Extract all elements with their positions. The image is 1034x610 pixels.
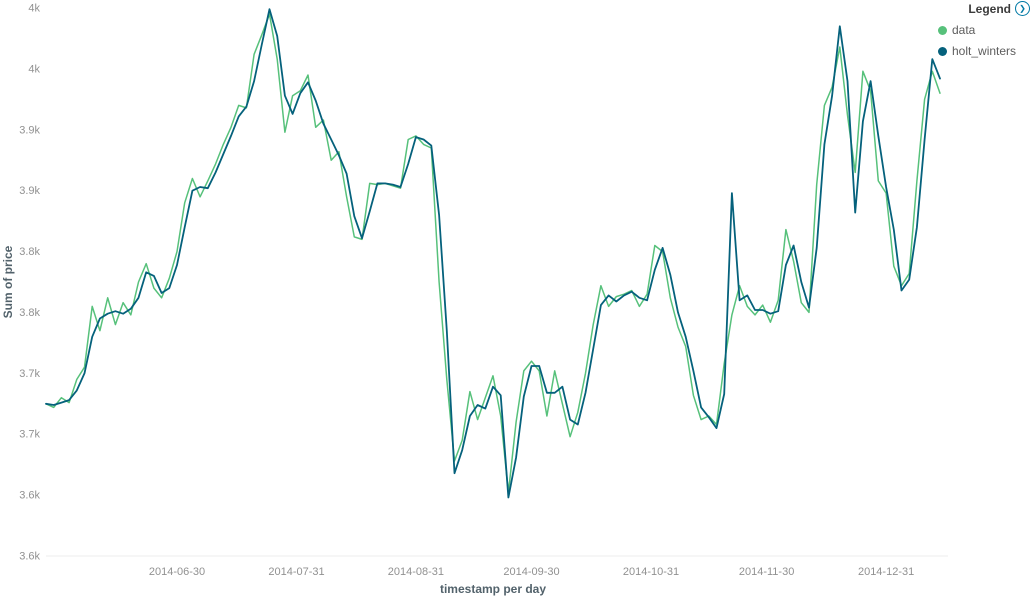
- y-axis-tick-label: 3.6k: [19, 551, 40, 563]
- legend-collapse-icon[interactable]: ❯: [1015, 1, 1030, 16]
- y-axis-tick-label: 3.7k: [19, 429, 40, 441]
- legend-item-data[interactable]: data: [938, 23, 1030, 37]
- y-axis-tick-label: 4k: [28, 63, 40, 75]
- x-axis-tick-label: 2014-10-31: [623, 566, 679, 578]
- legend-item-holt_winters[interactable]: holt_winters: [938, 44, 1030, 58]
- y-axis-tick-label: 3.9k: [19, 124, 40, 136]
- y-axis-tick-label: 3.8k: [19, 246, 40, 258]
- legend: Legend ❯ data holt_winters: [938, 1, 1030, 58]
- legend-item-label: data: [952, 23, 976, 37]
- x-axis-tick-label: 2014-11-30: [739, 566, 794, 578]
- legend-items: data holt_winters: [938, 23, 1030, 58]
- legend-item-label: holt_winters: [952, 44, 1017, 58]
- legend-header[interactable]: Legend ❯: [938, 1, 1030, 16]
- y-axis-tick-label: 3.8k: [19, 307, 40, 319]
- x-axis-tick-label: 2014-07-31: [268, 566, 324, 578]
- x-axis-tick-label: 2014-08-31: [388, 566, 444, 578]
- x-axis-tick-label: 2014-06-30: [149, 566, 205, 578]
- y-axis-tick-label: 3.6k: [19, 490, 40, 502]
- y-axis-tick-label: 4k: [28, 3, 40, 15]
- series-line-holt_winters[interactable]: [45, 8, 941, 499]
- legend-title: Legend: [968, 1, 1011, 16]
- x-axis-tick-label: 2014-12-31: [858, 566, 914, 578]
- x-axis-tick-label: 2014-09-30: [503, 566, 559, 578]
- y-axis-tick-label: 3.7k: [19, 368, 40, 380]
- x-axis-title: timestamp per day: [440, 582, 546, 596]
- legend-item-color-dot: [938, 46, 947, 56]
- y-axis-title: Sum of price: [1, 245, 15, 318]
- y-axis-tick-label: 3.9k: [19, 185, 40, 197]
- legend-item-color-dot: [938, 25, 947, 35]
